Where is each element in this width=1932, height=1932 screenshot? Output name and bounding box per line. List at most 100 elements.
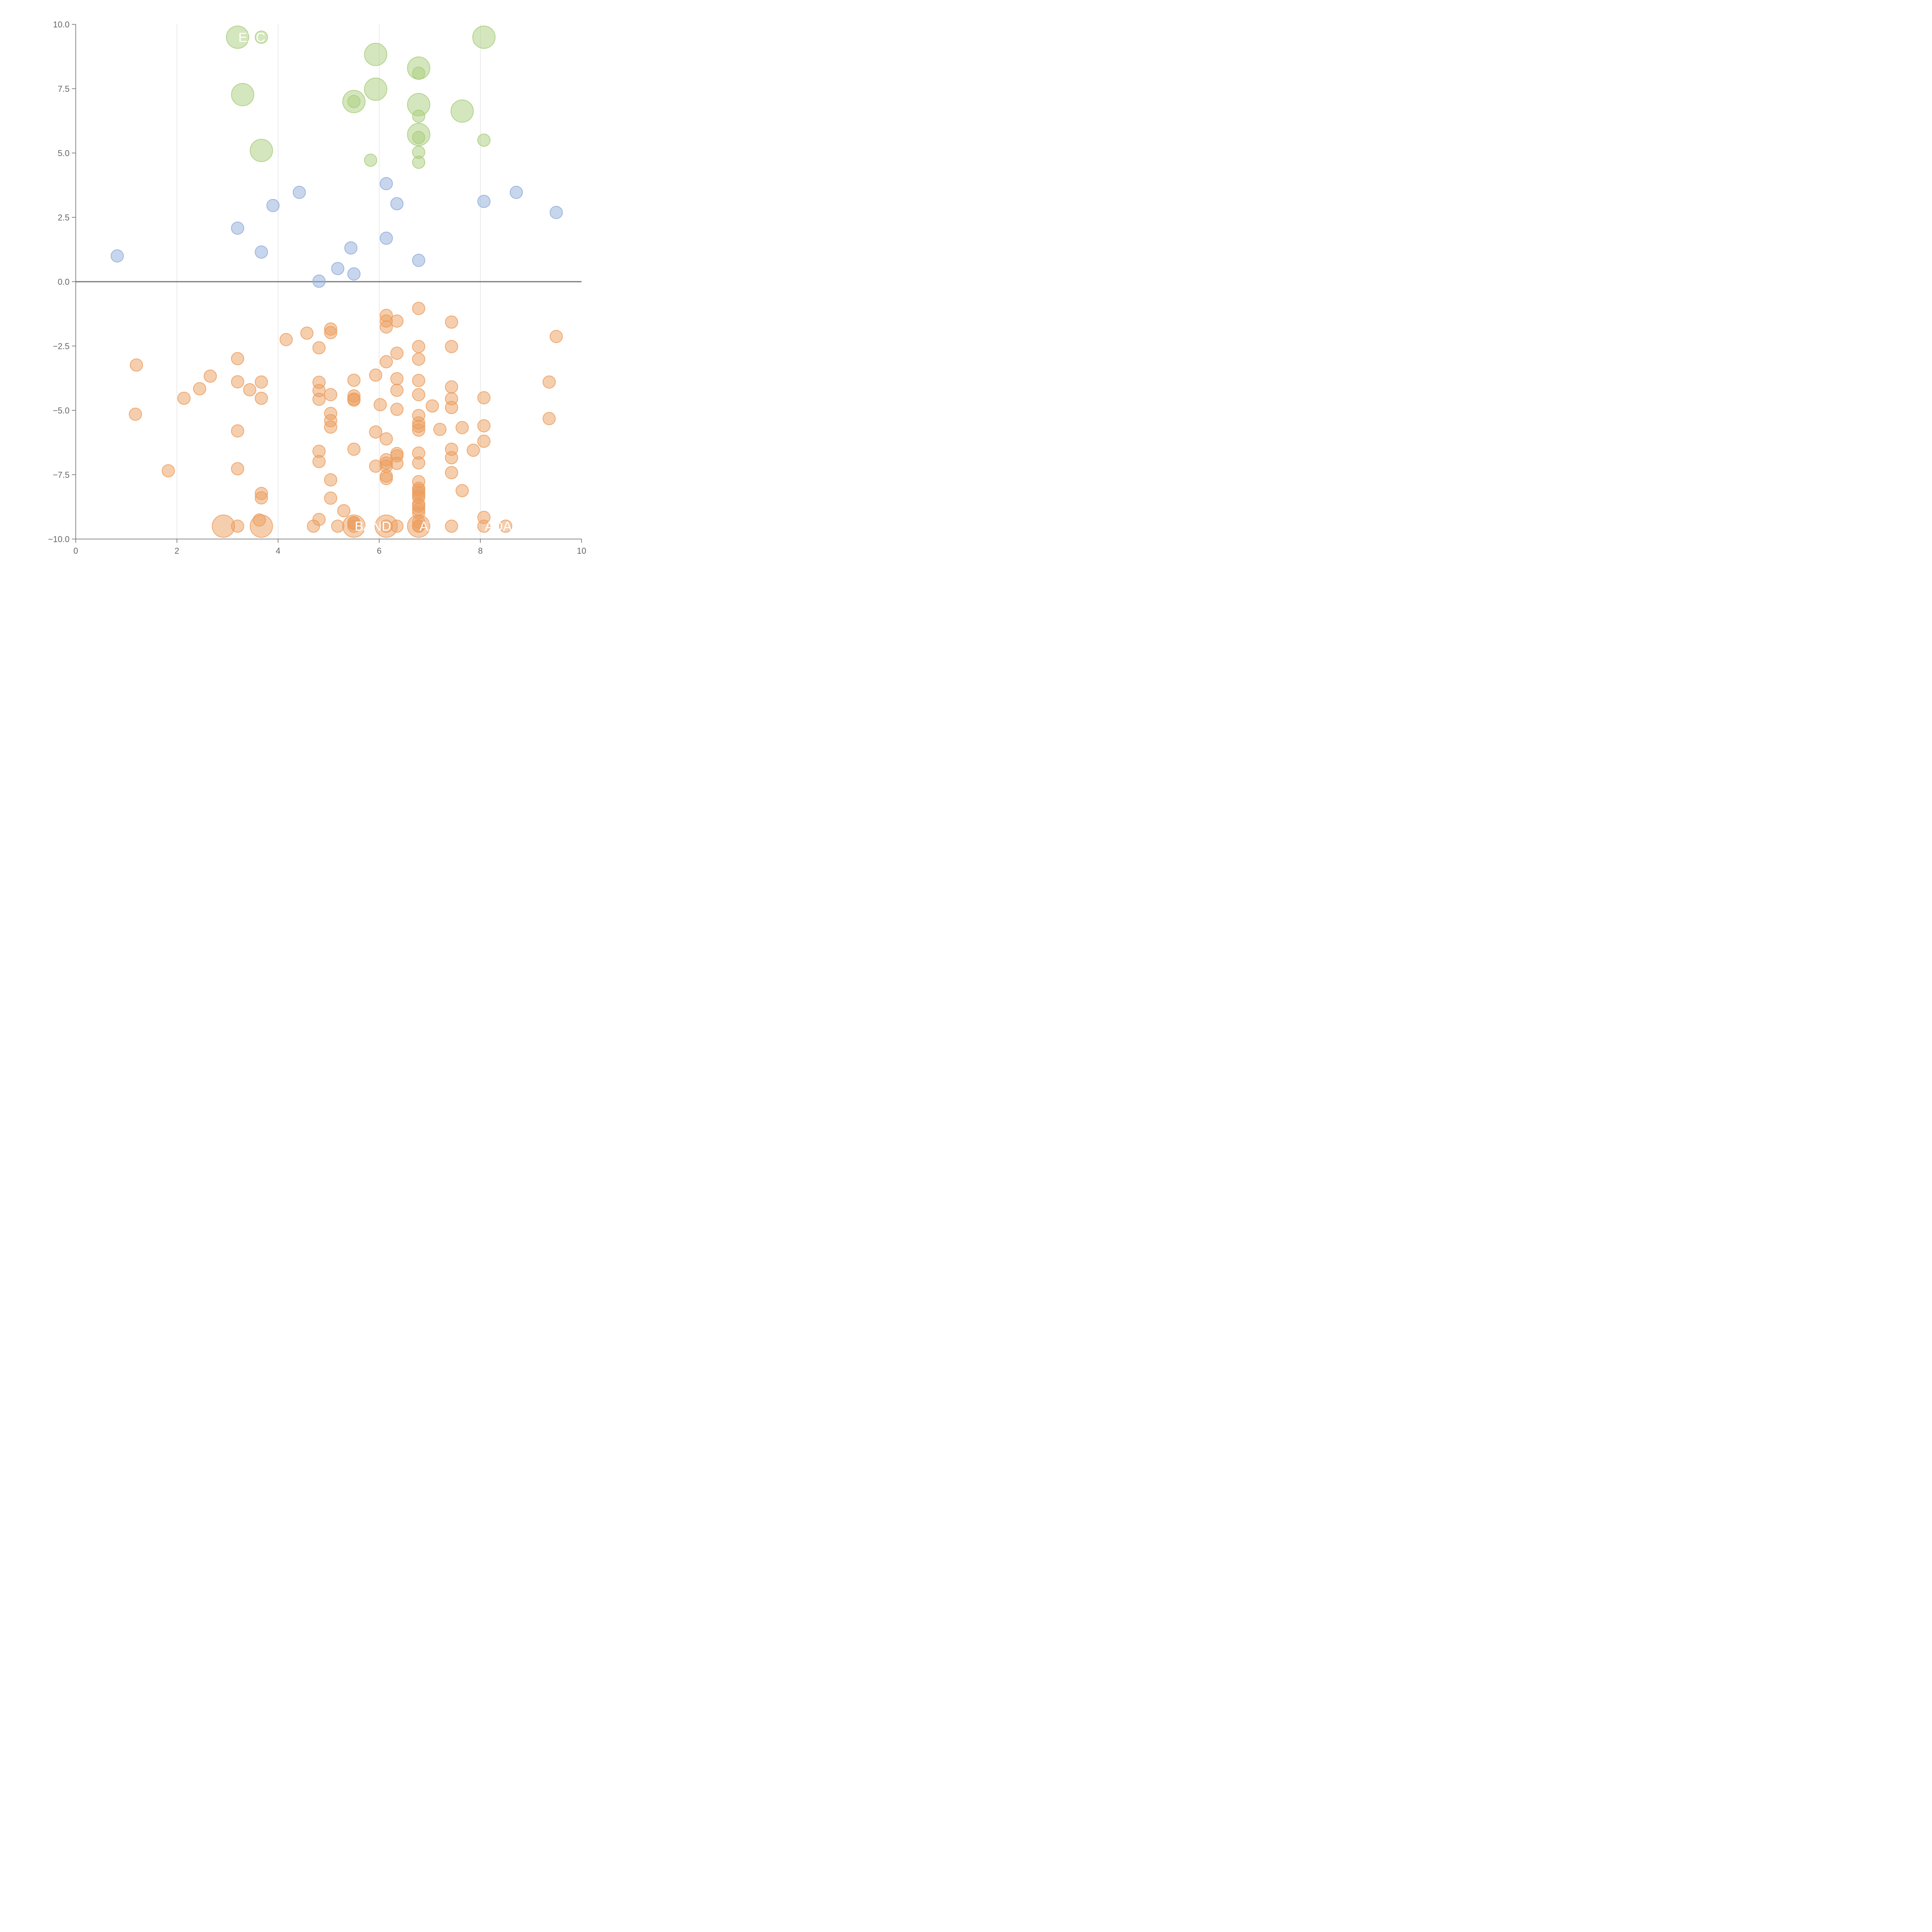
y-tick-label-2: −5.0	[53, 406, 70, 415]
point-orange-39	[255, 391, 268, 405]
point-orange-25	[255, 375, 268, 389]
point-orange-21	[390, 372, 404, 386]
point-label-1: BAND	[355, 519, 391, 534]
point-orange-26	[543, 375, 556, 389]
point-green-14	[412, 131, 425, 145]
point-orange-109	[331, 519, 345, 533]
point-orange-5	[379, 320, 393, 334]
point-green-0	[226, 26, 249, 49]
point-orange-59	[231, 424, 244, 438]
point-orange-18	[130, 358, 143, 372]
point-orange-87	[456, 484, 469, 497]
point-orange-108	[307, 519, 320, 533]
point-orange-44	[425, 399, 439, 413]
point-green-7	[364, 77, 388, 101]
point-orange-72	[312, 455, 326, 468]
point-green-9	[347, 95, 361, 108]
point-orange-65	[466, 444, 480, 457]
point-orange-41	[347, 393, 361, 407]
point-green-5	[412, 66, 425, 80]
point-orange-56	[456, 421, 469, 434]
point-orange-92	[255, 491, 268, 505]
point-orange-33	[324, 388, 337, 401]
point-orange-14	[390, 347, 404, 360]
point-blue-2	[510, 185, 523, 199]
point-orange-10	[279, 333, 293, 346]
point-blue-7	[231, 221, 244, 235]
point-label-0: EXC	[238, 30, 265, 45]
point-orange-8	[300, 327, 314, 340]
point-orange-106	[231, 519, 244, 533]
point-orange-23	[412, 374, 425, 387]
y-tick-label-0: −10.0	[48, 534, 70, 544]
point-orange-11	[412, 340, 425, 353]
y-tick-label-5: 2.5	[58, 213, 70, 223]
point-blue-6	[549, 206, 563, 219]
x-tick-label-1: 2	[175, 546, 179, 556]
point-orange-58	[412, 423, 425, 437]
point-green-11	[451, 99, 474, 123]
point-orange-9	[549, 330, 563, 343]
point-orange-63	[347, 442, 361, 456]
point-orange-62	[477, 434, 491, 448]
point-green-3	[364, 43, 388, 66]
y-tick-label-8: 10.0	[53, 20, 70, 29]
point-blue-3	[477, 195, 491, 208]
point-orange-61	[379, 432, 393, 446]
point-orange-38	[177, 391, 191, 405]
x-tick-label-2: 4	[276, 546, 280, 556]
point-orange-22	[347, 374, 361, 387]
point-orange-97	[337, 504, 350, 517]
x-tick-label-4: 8	[478, 546, 483, 556]
y-tick-label-6: 5.0	[58, 148, 70, 158]
point-orange-78	[231, 462, 244, 476]
x-axis-ticks: 0 2 4 6 8 10	[73, 539, 586, 556]
point-orange-53	[477, 419, 491, 432]
point-orange-29	[193, 382, 206, 396]
point-orange-12	[445, 340, 458, 353]
y-tick-label-4: 0.0	[58, 277, 70, 287]
point-orange-42	[312, 393, 326, 406]
point-orange-60	[369, 425, 383, 439]
point-blue-11	[111, 249, 124, 263]
point-orange-74	[412, 456, 425, 469]
point-orange-83	[324, 473, 337, 486]
point-orange-120	[499, 519, 512, 533]
point-orange-28	[445, 380, 458, 394]
point-orange-17	[379, 355, 393, 369]
point-blue-13	[331, 262, 345, 276]
point-label-2: AXS	[420, 519, 446, 534]
x-tick-label-3: 6	[377, 546, 381, 556]
point-green-16	[250, 139, 273, 162]
point-orange-111	[347, 519, 361, 533]
point-green-1	[255, 31, 268, 44]
point-orange-30	[243, 383, 257, 396]
point-orange-117	[412, 519, 425, 533]
point-orange-24	[231, 375, 244, 389]
y-tick-label-7: 7.5	[58, 84, 70, 94]
y-axis-ticks: −10.0 −7.5 −5.0 −2.5 0.0 2.5 5.0 7.5 10.0	[48, 20, 76, 544]
point-orange-0	[412, 302, 425, 315]
point-orange-77	[369, 459, 383, 473]
point-orange-4	[445, 315, 458, 329]
point-blue-12	[412, 253, 425, 267]
point-blue-4	[390, 197, 404, 211]
point-blue-9	[344, 241, 358, 255]
point-orange-7	[324, 326, 337, 339]
point-orange-47	[129, 407, 142, 421]
point-green-19	[412, 155, 425, 169]
point-orange-16	[412, 352, 425, 366]
point-labels: EXC BAND AXS ADA	[238, 30, 512, 534]
point-orange-15	[231, 352, 244, 366]
point-blue-14	[347, 267, 361, 281]
point-orange-80	[445, 466, 458, 480]
data-points	[111, 26, 563, 538]
point-orange-118	[445, 519, 458, 533]
point-blue-8	[379, 231, 393, 245]
point-orange-45	[445, 401, 458, 414]
point-orange-93	[324, 492, 337, 505]
point-orange-82	[379, 472, 393, 485]
point-green-2	[472, 26, 496, 49]
point-green-18	[364, 153, 378, 167]
point-orange-20	[204, 369, 217, 383]
